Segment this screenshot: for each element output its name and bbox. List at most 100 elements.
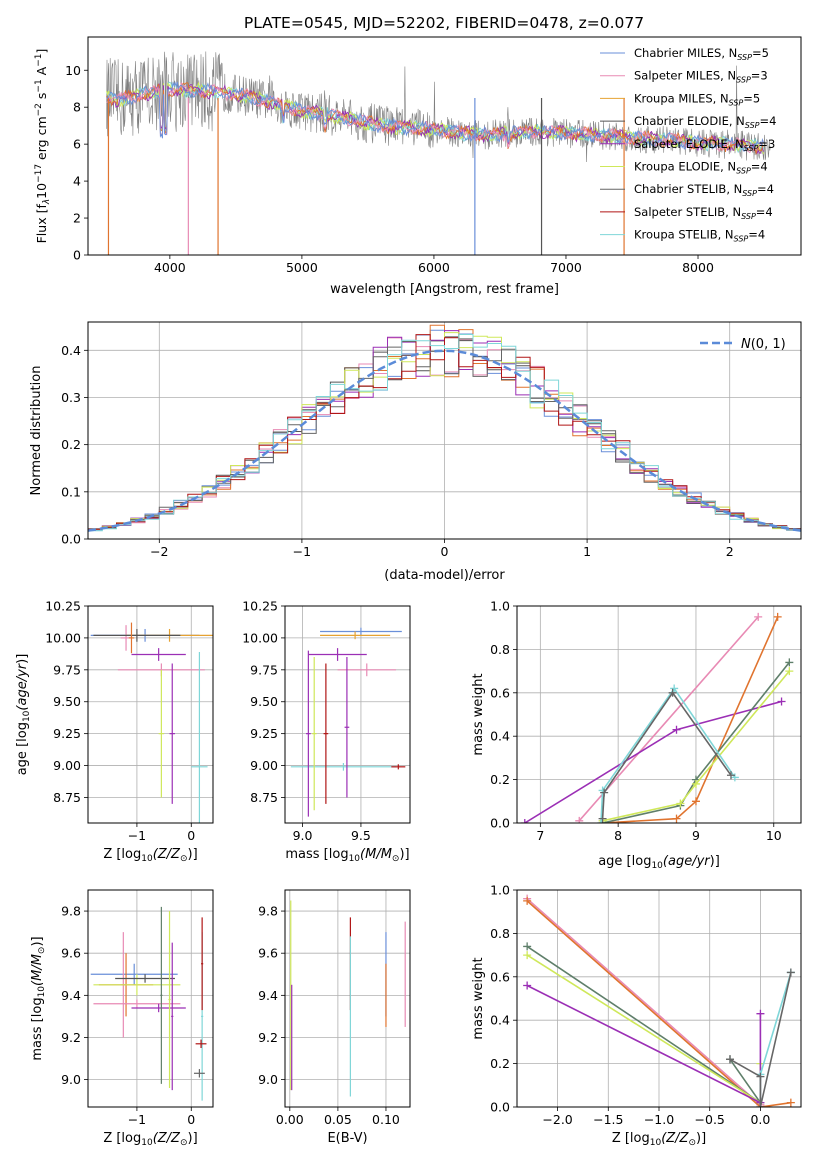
residual-histogram — [88, 334, 801, 532]
series-point — [785, 667, 794, 676]
y-tick-label: 9.6 — [61, 946, 81, 961]
mass-vs-EBV-axes: 0.00 0.05 0.10 9.0 9.2 9.4 9.6 9.8 — [258, 890, 410, 1127]
series-point — [672, 725, 681, 734]
mass-vs-Z-axes: −1 0 9.0 9.2 9.4 9.6 9.8 — [61, 890, 213, 1127]
y-tick-label: 4 — [73, 174, 81, 189]
y-tick-label: 9.50 — [250, 694, 278, 709]
y-tick-label: 8 — [73, 100, 81, 115]
y-tick-label: 9.2 — [61, 1030, 81, 1045]
gaussian-curve — [88, 349, 801, 532]
spectrum-model-line — [106, 81, 764, 152]
y-tick-label: 0.4 — [490, 1013, 510, 1028]
x-tick-label: 0.0 — [750, 1112, 770, 1127]
series-point — [726, 771, 735, 780]
x-tick-label: 5000 — [286, 260, 318, 275]
y-tick-label: 0.2 — [61, 437, 81, 452]
x-tick-label: 6000 — [418, 260, 450, 275]
y-tick-label: 9.0 — [61, 1072, 81, 1087]
weight-vs-age-axes: 7 8 9 10 0.0 0.2 0.4 0.6 0.8 1.0 — [490, 599, 801, 843]
legend-label: Salpeter ELODIE, NSSP=3 — [634, 137, 775, 153]
x-tick-label: 1 — [583, 544, 591, 559]
series-line — [602, 616, 779, 823]
spectrum-model-line — [106, 83, 764, 155]
y-tick-label: 9.4 — [258, 988, 278, 1003]
residual-hists — [88, 324, 801, 532]
x-tick-label: 9.0 — [293, 828, 313, 843]
y-tick-label: 0.0 — [61, 532, 81, 547]
weight-vs-Z-xlabel: Z [log10(Z/Z⊙)] — [612, 1131, 706, 1148]
age-vs-mass-xlabel: mass [log10(M/M⊙)] — [285, 847, 409, 864]
series-line — [526, 898, 761, 1106]
residuals-axes: −2 −1 0 1 2 0.0 0.1 0.2 0.3 0.4 — [61, 322, 801, 559]
weight-vs-Z-lines — [523, 894, 795, 1107]
x-tick-label: −2.0 — [542, 1112, 572, 1127]
age-vs-Z-xlabel: Z [log10(Z/Z⊙)] — [103, 847, 197, 864]
y-tick-label: 2 — [73, 211, 81, 226]
x-tick-label: 10 — [766, 828, 782, 843]
spectrum-lines — [106, 51, 771, 255]
x-tick-label: 4000 — [154, 260, 186, 275]
weight-vs-Z-ylabel: mass weight — [471, 957, 486, 1039]
y-tick-label: 9.4 — [61, 988, 81, 1003]
spectrum-frame — [87, 36, 802, 256]
series-line — [602, 670, 790, 822]
spectrum-ylabel: Flux [fλ10−17 erg cm−2 s−1 A−1] — [34, 49, 52, 244]
age-vs-Z-frame — [87, 605, 214, 824]
y-tick-label: 0.6 — [490, 969, 510, 984]
x-tick-label: 8 — [614, 828, 622, 843]
y-tick-label: 0.4 — [490, 729, 510, 744]
legend-label: Chabrier STELIB, NSSP=4 — [634, 182, 774, 198]
series-point — [756, 1072, 765, 1081]
series-point — [575, 816, 584, 823]
series-point — [670, 684, 679, 693]
x-tick-label: −1 — [293, 544, 311, 559]
x-tick-label: 0.00 — [276, 1112, 304, 1127]
mass-vs-EBV-xlabel: E(B-V) — [327, 1131, 367, 1146]
mass-vs-Z-frame — [87, 889, 214, 1108]
x-tick-label: 9.5 — [351, 828, 371, 843]
y-tick-label: 10.25 — [45, 599, 81, 614]
series-line — [600, 687, 736, 823]
residual-histogram — [88, 324, 801, 530]
figure-title: PLATE=0545, MJD=52202, FIBERID=0478, z=0… — [244, 14, 644, 32]
x-tick-label: 8000 — [682, 260, 714, 275]
y-tick-label: 1.0 — [490, 883, 510, 898]
spectrum-observed-line — [106, 51, 771, 163]
series-point — [597, 819, 606, 823]
y-tick-label: 10.00 — [45, 630, 81, 645]
y-tick-label: 0.1 — [61, 484, 81, 499]
y-tick-label: 9.25 — [53, 726, 81, 741]
y-tick-label: 9.8 — [258, 904, 278, 919]
y-tick-label: 9.8 — [61, 904, 81, 919]
age-vs-mass-frame — [284, 605, 411, 824]
series-point — [523, 981, 532, 990]
mass-vs-Z-xlabel: Z [log10(Z/Z⊙)] — [103, 1131, 197, 1148]
weight-vs-age-frame — [516, 605, 802, 824]
legend-label: N(0, 1) — [741, 337, 786, 352]
series-point — [786, 1098, 795, 1107]
y-tick-label: 0.8 — [490, 642, 510, 657]
y-tick-label: 0.6 — [490, 685, 510, 700]
series-point — [676, 799, 685, 808]
y-tick-label: 0.3 — [61, 390, 81, 405]
series-point — [756, 1103, 765, 1107]
series-point — [523, 951, 532, 960]
x-tick-label: 0 — [441, 544, 449, 559]
x-tick-label: 0.05 — [324, 1112, 352, 1127]
x-tick-label: 0.10 — [372, 1112, 400, 1127]
series-point — [598, 814, 607, 823]
y-tick-label: 9.0 — [258, 1072, 278, 1087]
residuals-xlabel: (data-model)/error — [384, 568, 505, 583]
legend-label: Kroupa STELIB, NSSP=4 — [634, 228, 765, 244]
series-point — [786, 968, 795, 977]
y-tick-label: 8.75 — [250, 790, 278, 805]
y-tick-label: 0.2 — [490, 1056, 510, 1071]
y-tick-label: 8.75 — [53, 790, 81, 805]
series-point — [600, 788, 609, 797]
y-tick-label: 10.00 — [242, 630, 278, 645]
y-tick-label: 9.6 — [258, 946, 278, 961]
series-line — [526, 900, 792, 1107]
y-tick-label: 6 — [73, 137, 81, 152]
